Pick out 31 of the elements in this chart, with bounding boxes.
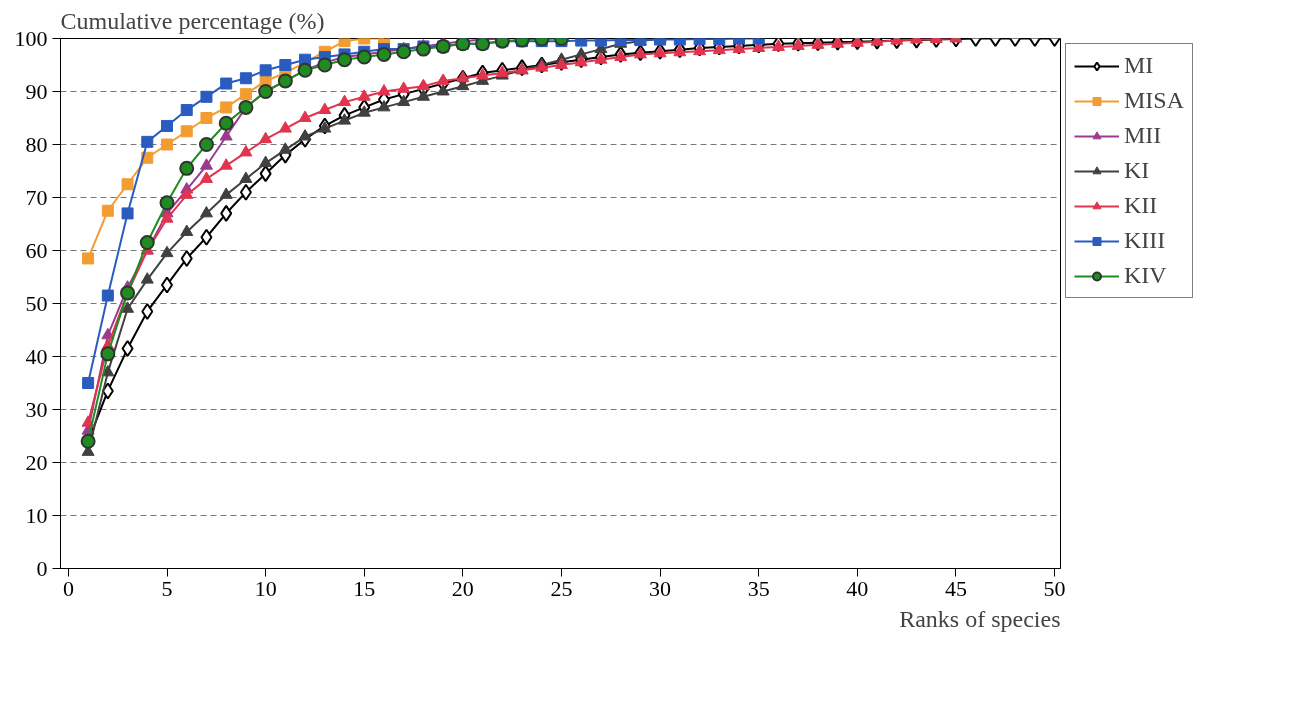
legend-label: MI (1124, 52, 1154, 79)
x-tick-label: 5 (161, 575, 173, 601)
x-tick-label: 25 (550, 575, 573, 601)
y-tick-label: 30 (25, 396, 48, 422)
y-tick-label: 80 (25, 131, 48, 157)
y-tick-label: 40 (25, 343, 48, 369)
x-tick-label: 30 (649, 575, 672, 601)
x-tick-label: 40 (846, 575, 869, 601)
x-tick-label: 15 (353, 575, 376, 601)
legend-label: KIV (1124, 262, 1167, 289)
y-tick-label: 10 (25, 502, 48, 528)
y-axis-title: Cumulative percentage (%) (60, 7, 325, 34)
x-tick-label: 0 (62, 575, 74, 601)
y-tick-label: 20 (25, 449, 48, 475)
y-tick-label: 50 (25, 290, 48, 316)
y-tick-label: 70 (25, 184, 48, 210)
y-tick-label: 0 (36, 555, 48, 581)
x-tick-label: 45 (944, 575, 967, 601)
x-axis-title: Ranks of species (899, 605, 1061, 632)
legend-label: KI (1124, 157, 1150, 184)
x-tick-label: 50 (1043, 575, 1066, 601)
y-tick-label: 100 (14, 25, 48, 51)
x-tick-label: 10 (254, 575, 277, 601)
x-tick-label: 20 (451, 575, 474, 601)
legend-label: MII (1124, 122, 1162, 149)
legend-label: KIII (1124, 227, 1166, 254)
legend-label: KII (1124, 192, 1158, 219)
y-tick-label: 60 (25, 237, 48, 263)
y-tick-label: 90 (25, 78, 48, 104)
x-tick-label: 35 (747, 575, 770, 601)
legend-label: MISA (1124, 87, 1185, 114)
